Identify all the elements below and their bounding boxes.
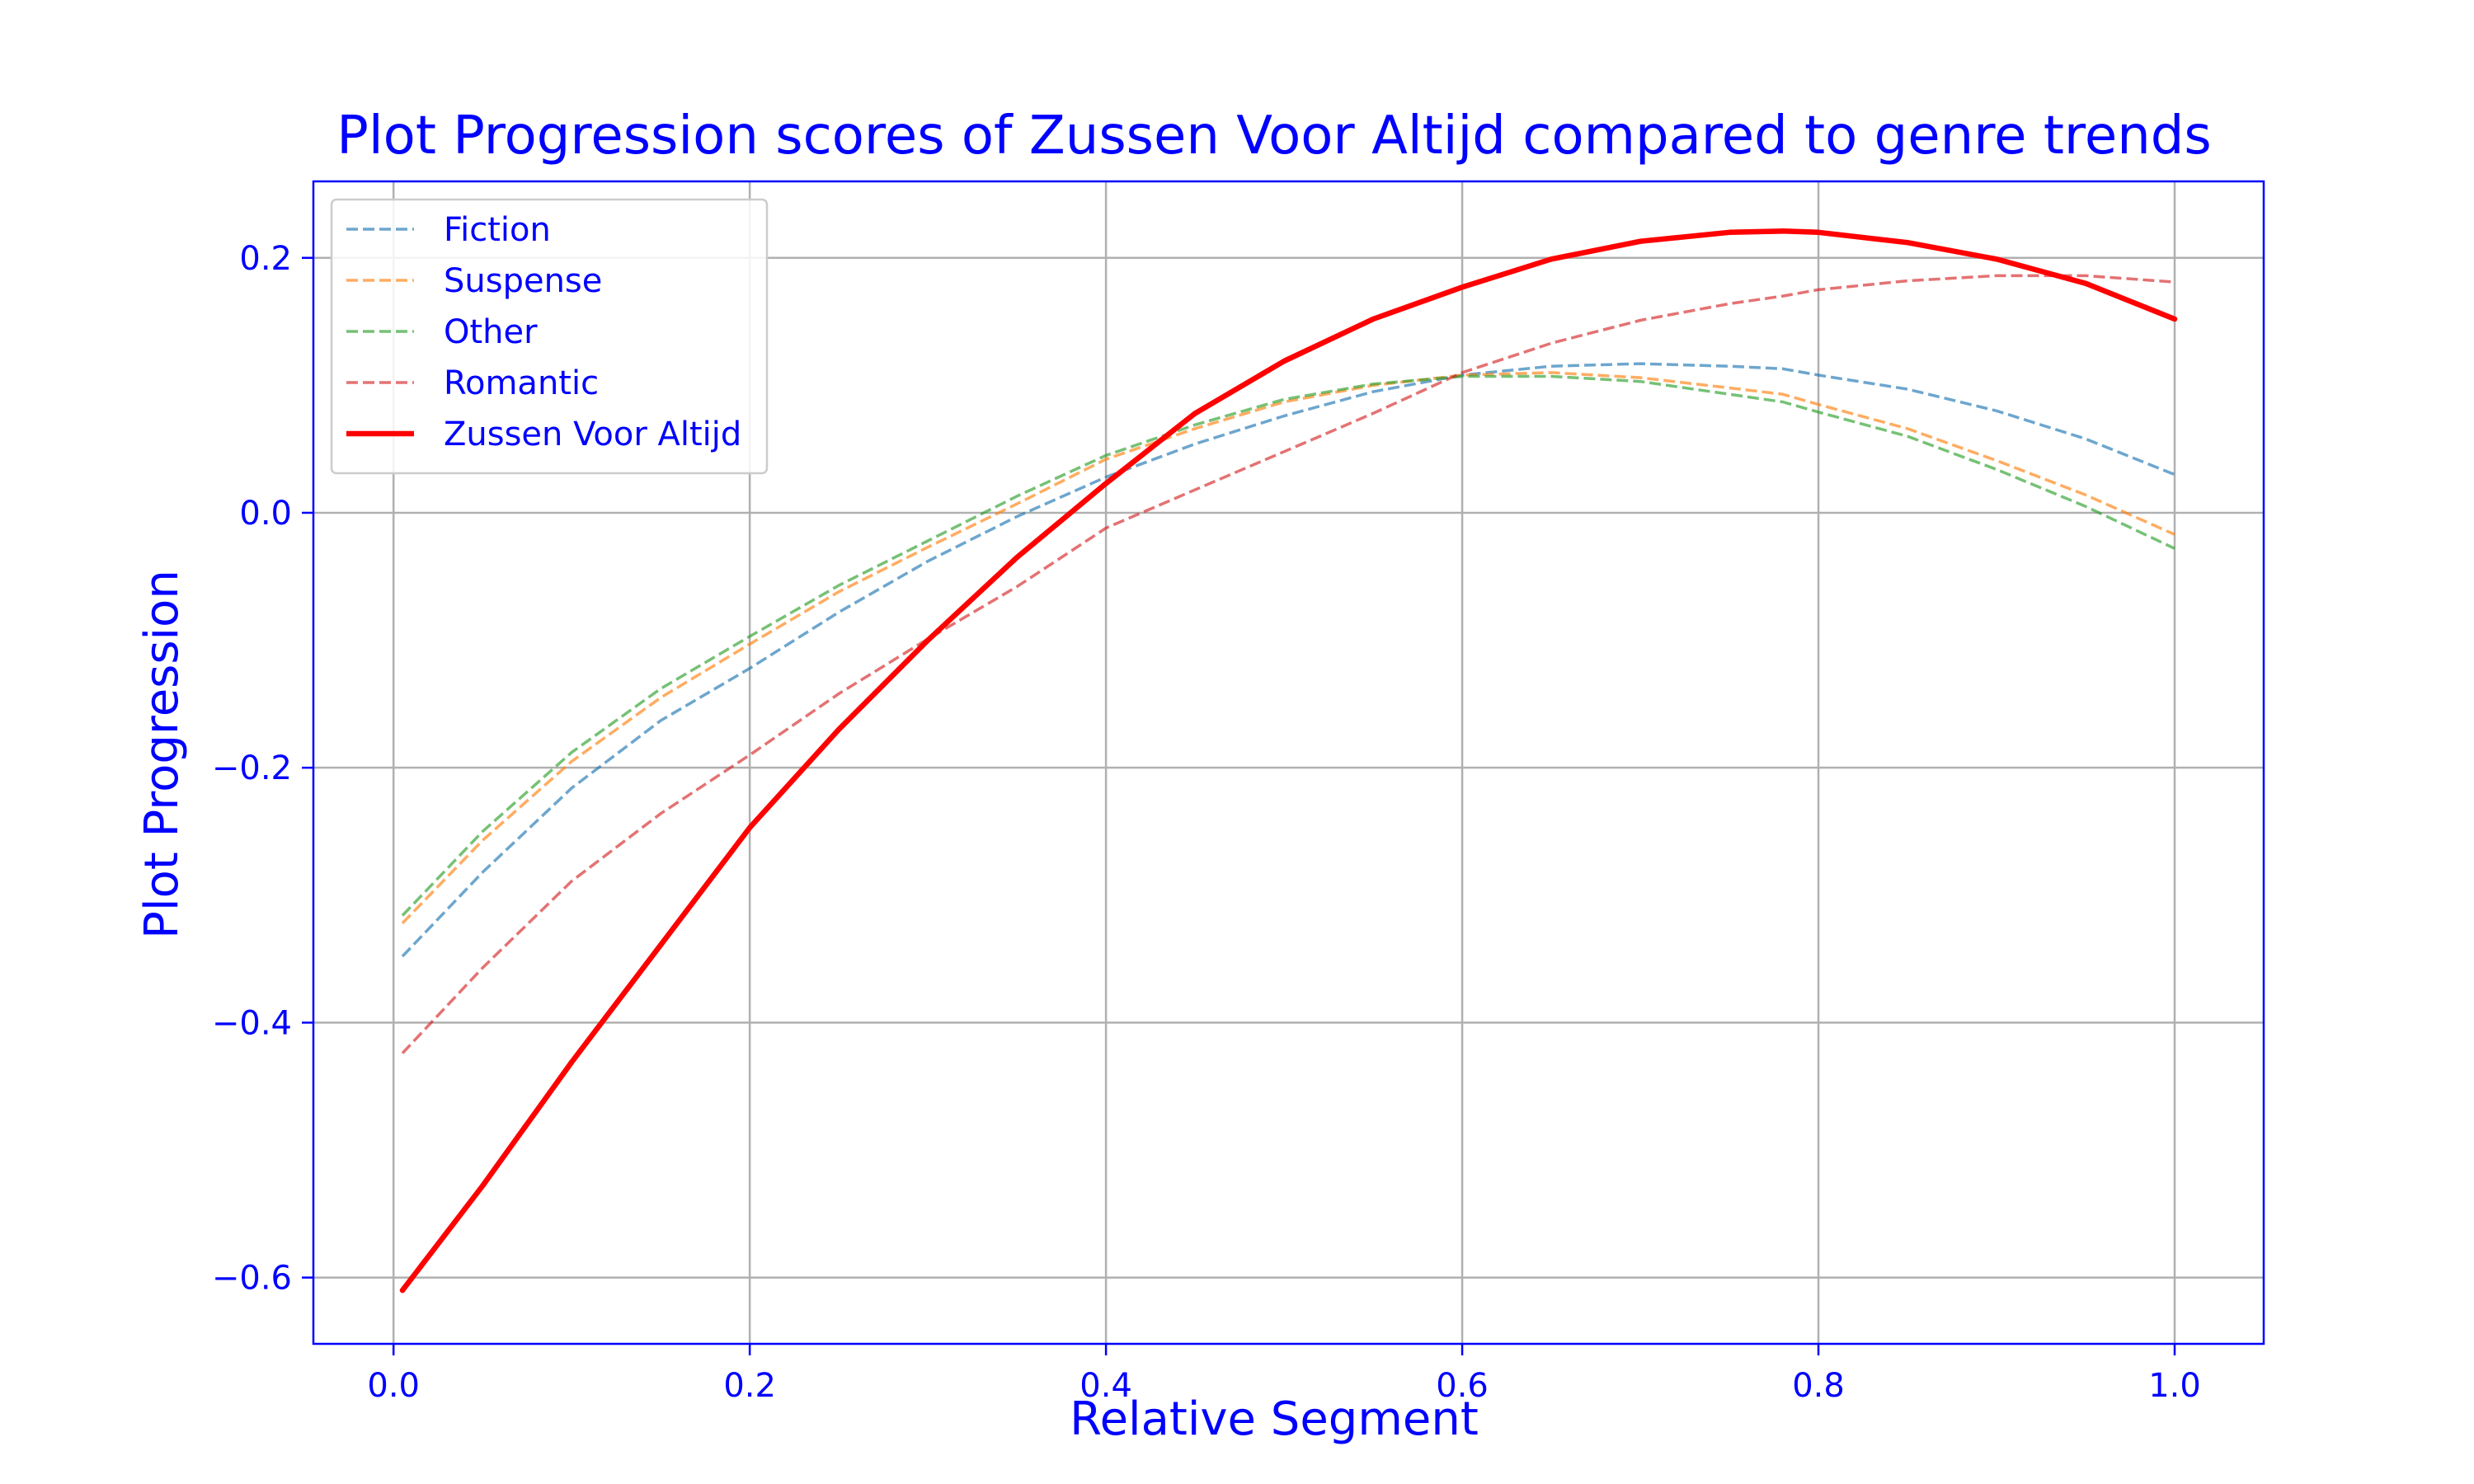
x-tick-label: 0.0 <box>367 1367 420 1405</box>
x-tick-label: 0.2 <box>723 1367 776 1405</box>
y-axis-label: Plot Progression <box>135 570 189 939</box>
legend-label-suspense: Suspense <box>444 262 602 300</box>
series-line-other <box>401 374 2175 917</box>
x-tick-label: 0.6 <box>1436 1367 1489 1405</box>
x-tick-label: 0.4 <box>1079 1367 1132 1405</box>
x-axis-label: Relative Segment <box>1070 1392 1479 1446</box>
series-line-suspense <box>401 371 2175 925</box>
legend: Fiction Suspense Other Romantic Zussen Voor … <box>330 198 769 475</box>
plot-area-frame <box>312 180 2265 1345</box>
y-tick-label: −0.2 <box>212 749 292 787</box>
y-tick-label: −0.4 <box>212 1004 292 1042</box>
legend-label-fiction: Fiction <box>444 211 551 249</box>
chart-title: Plot Progression scores of Zussen Voor A… <box>336 106 2211 167</box>
legend-label-romantic: Romantic <box>444 364 599 402</box>
legend-label-other: Other <box>444 313 538 351</box>
y-tick-label: 0.2 <box>239 240 292 278</box>
x-axis-ticks: 0.0 0.2 0.4 0.6 0.8 1.0 <box>367 1344 2201 1405</box>
series-line-romantic <box>401 274 2175 1054</box>
y-tick-label: 0.0 <box>239 495 292 533</box>
grid-lines <box>313 181 2264 1344</box>
x-tick-label: 1.0 <box>2148 1367 2201 1405</box>
y-axis-ticks: −0.6 −0.4 −0.2 0.0 0.2 <box>212 240 313 1298</box>
series-lines <box>399 228 2178 1294</box>
y-tick-label: −0.6 <box>212 1260 292 1298</box>
legend-box <box>330 198 769 475</box>
x-tick-label: 0.8 <box>1792 1367 1845 1405</box>
series-line-fiction <box>401 362 2175 958</box>
legend-label-zussen-voor-altijd: Zussen Voor Altijd <box>444 416 741 453</box>
series-line-zussen-voor-altijd <box>399 228 2178 1294</box>
